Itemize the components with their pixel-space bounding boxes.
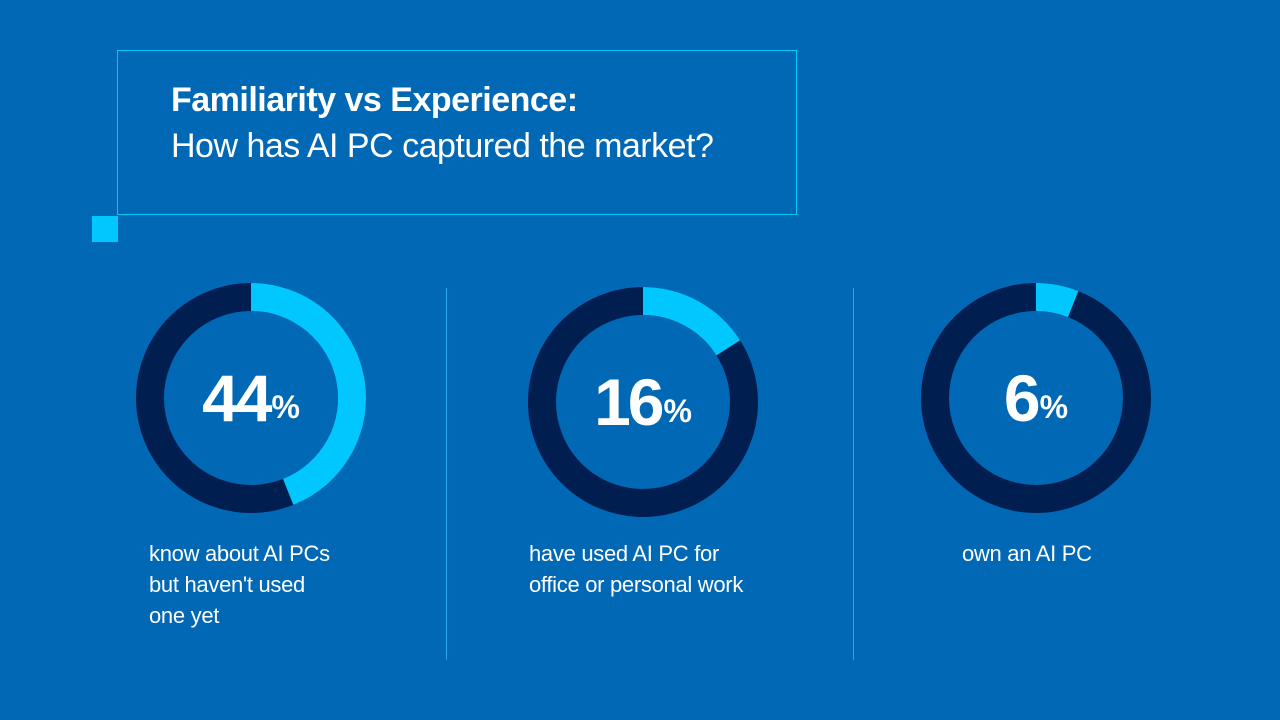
title-box: Familiarity vs Experience: How has AI PC… — [117, 50, 797, 215]
title-subheading: How has AI PC captured the market? — [171, 127, 714, 165]
donut-2-number: 16 — [594, 365, 664, 439]
caption-1-line-2: but haven't used — [149, 572, 305, 597]
donut-1-arc — [250, 283, 366, 505]
donut-2-arc — [642, 287, 741, 356]
caption-2-line-1: have used AI PC for — [529, 541, 719, 566]
donut-1-percent-sign: % — [271, 388, 300, 425]
title-heading: Familiarity vs Experience: — [171, 81, 578, 119]
donut-2-percent-sign: % — [663, 392, 692, 429]
caption-2: have used AI PC for office or personal w… — [529, 538, 743, 600]
donut-3-percent-sign: % — [1039, 388, 1069, 425]
caption-3: own an AI PC — [962, 538, 1092, 569]
donut-chart-1: 44% — [135, 282, 367, 514]
donut-1-number: 44 — [202, 361, 272, 435]
divider-2 — [853, 288, 854, 660]
caption-1-line-1: know about AI PCs — [149, 541, 330, 566]
donut-3-svg — [921, 283, 1151, 513]
caption-1: know about AI PCs but haven't used one y… — [149, 538, 330, 631]
donut-1-svg — [136, 283, 366, 513]
donut-1-value: 44% — [135, 282, 367, 514]
caption-2-line-2: office or personal work — [529, 572, 744, 597]
divider-1 — [446, 288, 447, 660]
donut-3-number: 6 — [1003, 361, 1041, 435]
caption-1-line-3: one yet — [149, 603, 220, 628]
donut-chart-2: 16% — [527, 286, 759, 518]
title-accent-square — [92, 216, 118, 242]
donut-2-svg — [528, 287, 758, 517]
donut-3-value: 6% — [920, 282, 1152, 514]
donut-2-value: 16% — [527, 286, 759, 518]
donut-chart-3: 6% — [920, 282, 1152, 514]
caption-3-line-1: own an AI PC — [962, 541, 1092, 566]
donut-3-arc — [1035, 283, 1079, 318]
